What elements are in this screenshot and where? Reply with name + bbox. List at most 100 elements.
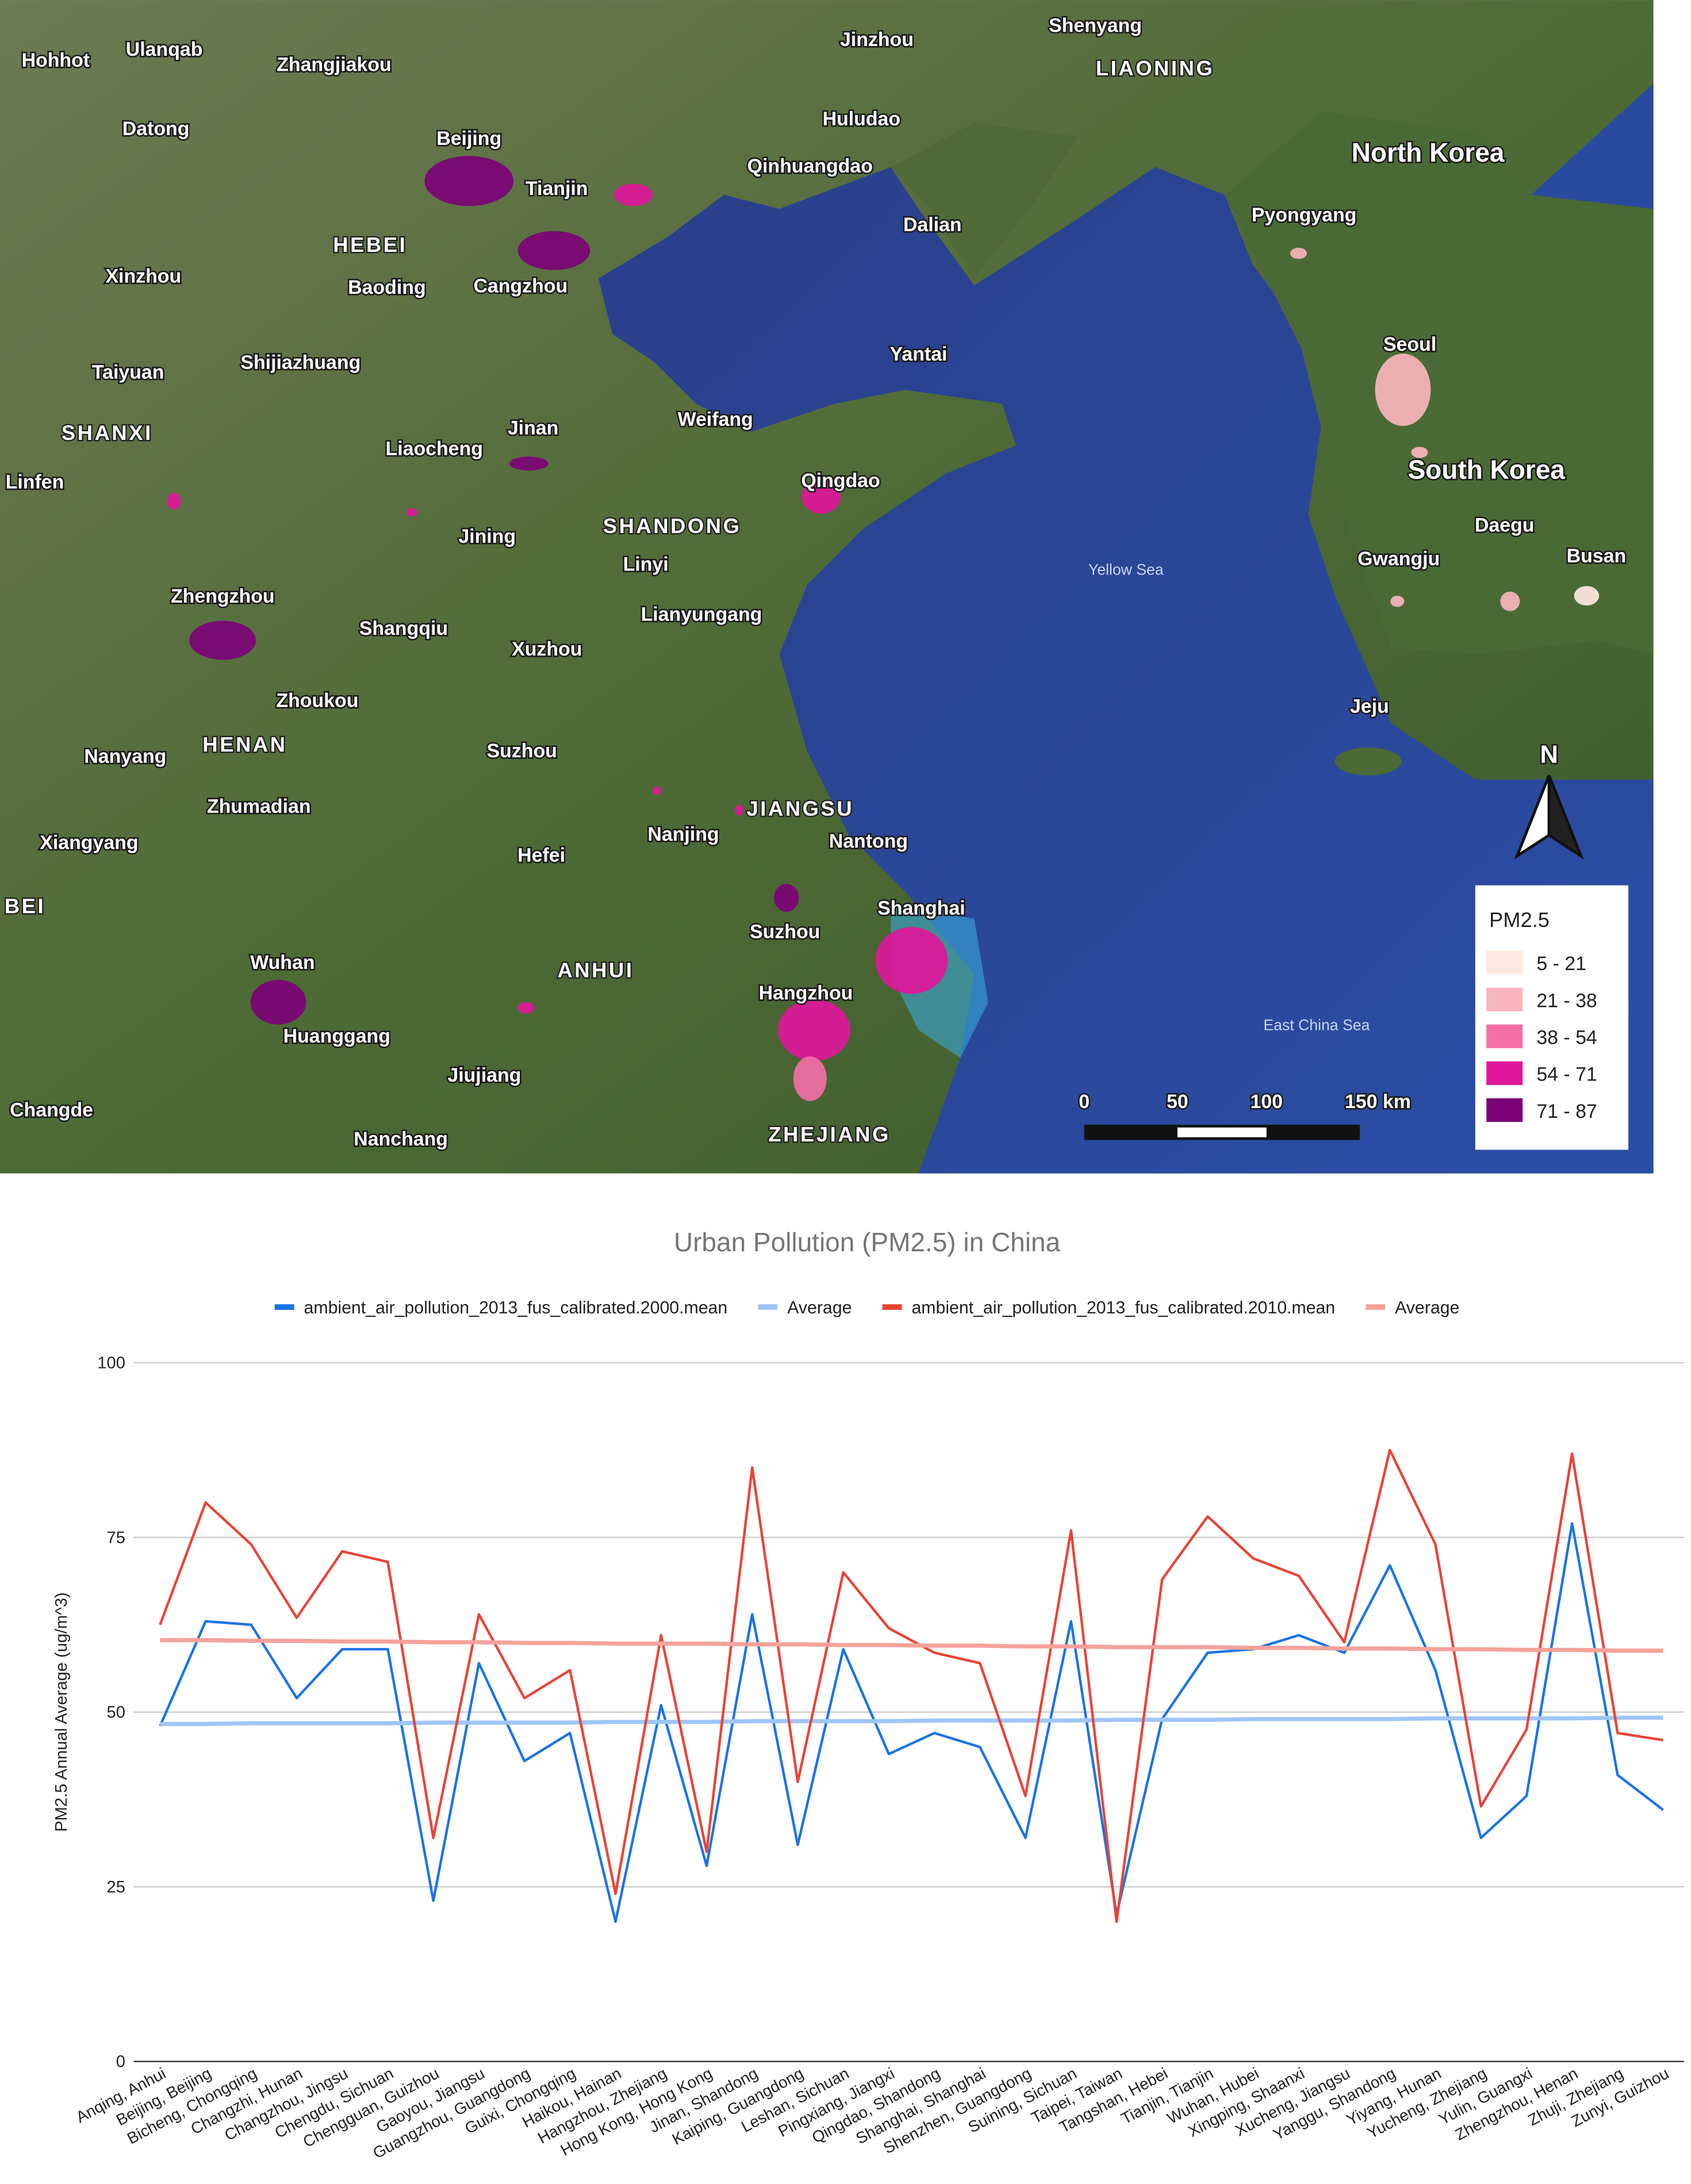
city-label: Gwangju [1358,548,1440,570]
legend-label: Average [787,1298,852,1317]
city-label: Linyi [623,553,669,575]
y-tick-label: 25 [107,1878,125,1896]
city-label: Pyongyang [1252,204,1357,226]
city-label: Zhumadian [207,796,311,818]
city-label: Hangzhou [759,982,853,1004]
city-label: Yantai [890,343,948,365]
country-label: South Korea [1408,455,1565,485]
city-label: Liaocheng [386,438,483,460]
scale-label: 50 [1167,1091,1188,1113]
province-label: LIAONING [1096,56,1215,80]
city-label: Datong [122,118,190,140]
pollution-area [773,884,799,912]
city-label: Seoul [1383,334,1436,355]
city-label: Cangzhou [473,275,567,297]
sea-label: East China Sea [1263,1016,1370,1033]
data-line [159,1522,1664,1924]
city-label: Jinan [508,417,558,439]
map-legend-swatch [1486,1024,1523,1048]
island [1335,747,1402,776]
pollution-area [802,480,841,514]
city-label: Beijing [436,128,501,150]
sea [1531,83,1654,209]
province-label: ANHUI [557,958,634,982]
city-label: Zhengzhou [171,585,275,607]
city-label: Qingdao [801,470,880,492]
pollution-area [613,183,653,206]
city-label: Nanjing [647,823,719,845]
province-label: ZHEJIANG [768,1122,891,1146]
city-label: Busan [1567,545,1627,567]
pollution-area [517,231,590,270]
city-label: Ulanqab [126,39,203,60]
north-label: N [1540,741,1558,769]
pollution-area [250,980,306,1025]
city-label: Hohhot [22,49,90,71]
city-label: Baoding [348,277,425,298]
city-label: Linfen [6,472,64,493]
city-label: Qinhuangdao [747,155,873,177]
pollution-area [509,457,549,471]
legend-label: ambient_air_pollution_2013_fus_calibrate… [911,1298,1335,1317]
city-label: Shanghai [877,897,965,919]
province-label: SHANDONG [603,514,742,538]
scale-bar [1084,1124,1360,1140]
y-tick-label: 50 [107,1703,125,1722]
scale-label: 150 km [1345,1091,1411,1113]
line-chart: Urban Pollution (PM2.5) in China PM2.5 A… [52,1227,1684,2162]
city-label: Dalian [903,214,962,236]
city-label: Taiyuan [92,361,164,383]
land [891,122,1079,279]
city-label: Suzhou [750,921,820,943]
map-legend-title: PM2.5 [1489,908,1550,932]
pollution-area [1390,596,1405,607]
province-label: SHANXI [62,421,153,445]
city-label: Hefei [517,844,565,866]
y-tick-label: 75 [107,1528,125,1547]
pollution-area [424,156,514,206]
province-label: JIANGSU [746,797,854,821]
city-label: Huludao [823,108,900,130]
map-legend-swatch [1486,1061,1523,1085]
city-label: Suzhou [487,740,557,762]
pollution-area [406,508,418,517]
map-legend-swatch [1486,951,1523,975]
province-label: HENAN [202,733,287,756]
city-label: Nanchang [354,1128,448,1150]
city-label: Jinzhou [840,29,914,51]
pollution-area [189,620,256,660]
city-label: Weifang [678,409,753,431]
map: Hohhot Ulanqab Zhangjiakou Datong Beijing Tia… [0,0,1654,1174]
city-label: Xinzhou [105,265,181,287]
city-label: Jining [458,526,516,547]
city-label: Changde [10,1099,93,1121]
y-tick-label: 100 [97,1354,125,1372]
pollution-area [875,927,948,994]
pollution-area [653,786,661,795]
map-legend-label: 54 - 71 [1536,1064,1597,1086]
city-label: Zhoukou [276,690,358,712]
city-label: Huanggang [283,1025,390,1047]
scale-bar-segment [1177,1127,1267,1137]
province-label: HEBEI [333,233,407,256]
map-legend-label: 5 - 21 [1536,953,1586,975]
sea-label: Yellow Sea [1088,561,1164,578]
city-label: Tianjin [526,178,588,200]
data-line [160,1715,1663,1726]
y-axis-label: PM2.5 Annual Average (ug/m^3) [52,1592,71,1832]
province-label: BEI [5,894,45,918]
legend-label: ambient_air_pollution_2013_fus_calibrate… [304,1298,728,1317]
city-label: Daegu [1475,515,1535,537]
y-tick-label: 0 [116,2053,125,2071]
city-label: Lianyungang [641,604,762,626]
scale-label: 0 [1079,1091,1090,1113]
map-legend-swatch [1486,987,1523,1011]
land [1225,111,1654,654]
city-label: Jiujiang [447,1064,521,1086]
sea [598,167,1654,1174]
city-label: Nantong [829,830,908,852]
city-label: Shenyang [1049,15,1142,37]
pollution-area [167,492,181,509]
north-arrow-half [1547,775,1584,860]
